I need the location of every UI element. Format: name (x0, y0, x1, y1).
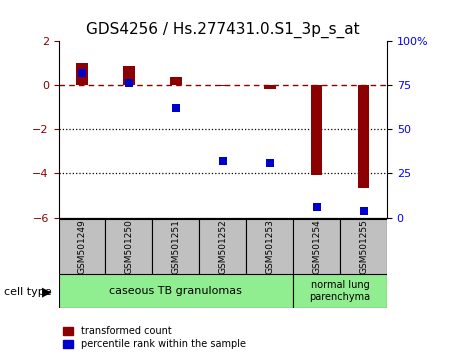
Text: GSM501249: GSM501249 (77, 219, 86, 274)
Text: GSM501254: GSM501254 (312, 219, 321, 274)
Point (360, 208, 367, 213)
Title: GDS4256 / Hs.277431.0.S1_3p_s_at: GDS4256 / Hs.277431.0.S1_3p_s_at (86, 22, 360, 38)
Bar (293, 219, 340, 274)
Bar (217, 85, 229, 86)
Text: caseous TB granulomas: caseous TB granulomas (109, 286, 242, 296)
Text: cell type: cell type (4, 287, 52, 297)
Bar (358, 85, 369, 188)
Bar (293, 274, 387, 308)
Bar (76, 63, 88, 85)
Point (125, 80, 132, 86)
Text: GSM501251: GSM501251 (171, 219, 180, 274)
Point (172, 105, 180, 111)
Point (313, 204, 320, 210)
Text: GSM501253: GSM501253 (265, 219, 274, 274)
Bar (105, 219, 153, 274)
Text: ▶: ▶ (42, 286, 52, 298)
Point (78, 70, 86, 75)
Bar (58, 219, 105, 274)
Text: GSM501252: GSM501252 (218, 219, 227, 274)
Text: GSM501250: GSM501250 (124, 219, 133, 274)
Legend: transformed count, percentile rank within the sample: transformed count, percentile rank withi… (63, 326, 246, 349)
Bar (58, 274, 293, 308)
Bar (340, 219, 387, 274)
Bar (123, 66, 135, 85)
Point (266, 160, 273, 166)
Bar (170, 76, 182, 85)
Bar (199, 219, 246, 274)
Bar (153, 219, 199, 274)
Bar (311, 85, 323, 175)
Bar (246, 219, 293, 274)
Point (219, 158, 226, 164)
Bar (264, 85, 275, 89)
Text: normal lung
parenchyma: normal lung parenchyma (310, 280, 371, 302)
Text: GSM501255: GSM501255 (359, 219, 368, 274)
